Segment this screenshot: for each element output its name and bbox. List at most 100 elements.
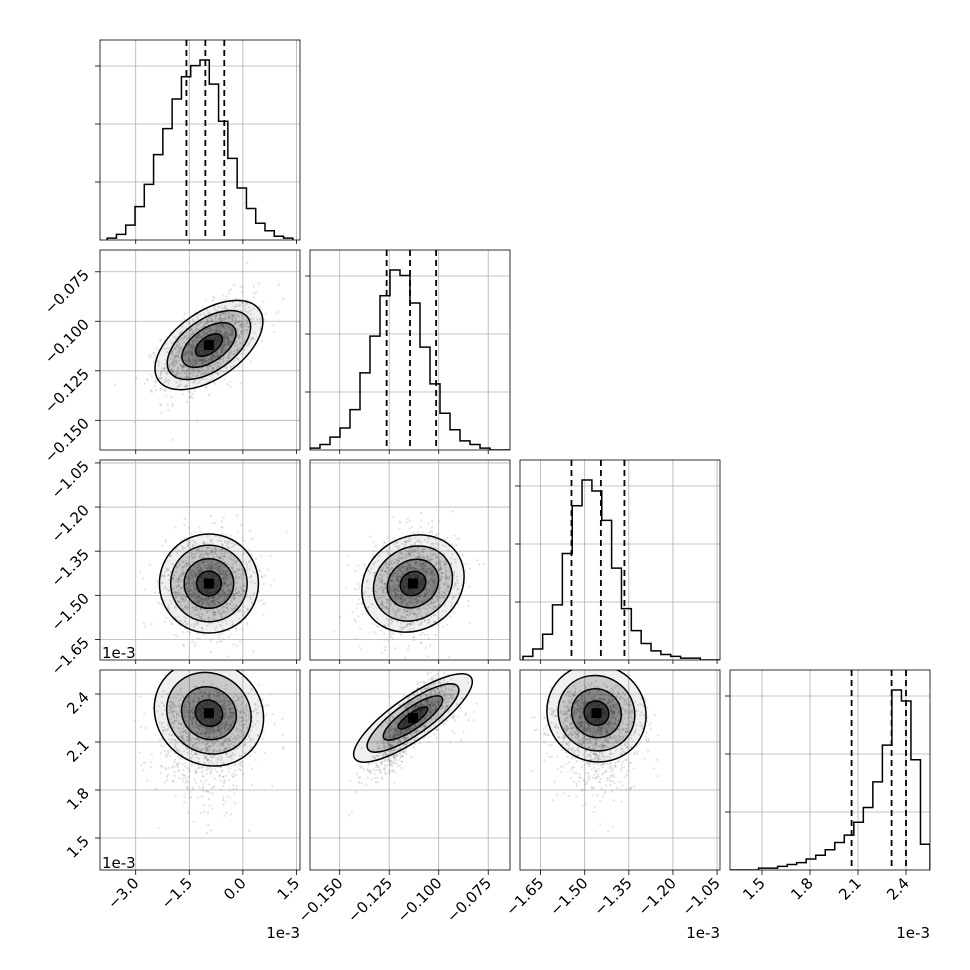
scatter-point [182,369,185,372]
scatter-point [405,553,409,556]
scatter-point [366,580,369,583]
scatter-point [354,620,357,623]
scatter-point [194,354,197,357]
scatter-point [203,369,207,373]
scatter-point [224,581,227,585]
scatter-point [198,595,201,599]
scatter-point [170,395,173,399]
scatter-point [399,594,402,597]
scatter-point [192,345,196,349]
scatter-point [380,603,383,606]
scatter-point [232,607,235,610]
scatter-point [425,588,428,591]
scatter-point [408,563,412,566]
scatter-point [399,597,402,600]
scatter-point [149,766,153,769]
scatter-point [381,599,384,603]
scatter-point [213,599,216,602]
scatter-point [438,565,442,568]
scatter-point [385,601,388,604]
scatter-point [450,563,453,566]
scatter-point [419,622,422,625]
scatter-point [225,595,228,599]
scatter-point [191,595,194,598]
scatter-point [213,603,216,606]
scatter-point [213,566,216,569]
scatter-point [347,563,350,567]
scatter-point [439,596,442,600]
scatter-point [376,591,379,594]
scatter-point [406,603,409,607]
scatter-point [183,605,186,608]
scatter-point [227,588,231,591]
scatter-point [187,603,190,606]
scatter-point [377,578,380,581]
scatter-point [224,574,228,577]
scatter-point [408,564,411,567]
scatter-point [214,329,217,333]
scatter-point [419,562,422,565]
scatter-point [384,583,388,586]
scatter-point [172,577,175,580]
scatter-point [187,576,190,579]
scatter-point [226,383,229,386]
scatter-point [406,568,409,572]
scatter-point [190,353,193,356]
scatter-point [225,324,229,327]
scatter-point [445,537,449,540]
scatter-point [214,314,218,317]
scatter-point [230,567,234,570]
scatter-point [193,556,196,559]
scatter-point [219,346,222,349]
scatter-point [224,570,228,573]
scatter-point [406,597,409,600]
scatter-point [230,329,234,332]
scatter-point [190,351,193,355]
scatter-point [161,367,164,370]
scatter-point [211,353,215,356]
scatter-point [197,336,200,339]
scatter-point [382,591,385,594]
scatter-point [245,319,248,322]
scatter-point [404,553,407,556]
scatter-point [427,596,430,599]
scatter-point [231,596,234,599]
scatter-point [456,588,459,591]
scatter-point [256,309,259,312]
scatter-point [415,600,418,603]
scatter-point [214,613,217,617]
scatter-point [206,317,209,320]
scatter-point [241,584,244,588]
scatter-point [183,385,186,388]
scatter-point [192,586,195,589]
scatter-point [419,564,423,568]
scatter-point [203,332,206,335]
scatter-point [228,539,231,543]
scatter-point [199,567,203,570]
scatter-point [233,594,236,597]
scatter-point [412,612,416,615]
scatter-point [411,546,414,549]
scatter-point [211,595,214,599]
scatter-point [254,323,257,326]
scatter-point [198,570,201,574]
scatter-point [202,541,205,544]
scatter-point [397,556,400,560]
scatter-point [192,579,195,582]
scatter-point [200,612,203,615]
scatter-point [201,602,204,605]
scatter-point [414,597,417,601]
scatter-point [217,354,220,357]
scatter-point [195,337,199,340]
scatter-point [251,784,254,787]
scatter-point [191,606,194,609]
scatter-point [260,339,264,342]
scatter-point [185,583,188,586]
scatter-point [233,593,237,596]
scatter-point [386,623,390,626]
scatter-point [453,595,456,598]
scatter-point [427,582,430,585]
scatter-point [198,593,201,596]
scatter-point [249,318,252,321]
scatter-point [438,562,441,565]
